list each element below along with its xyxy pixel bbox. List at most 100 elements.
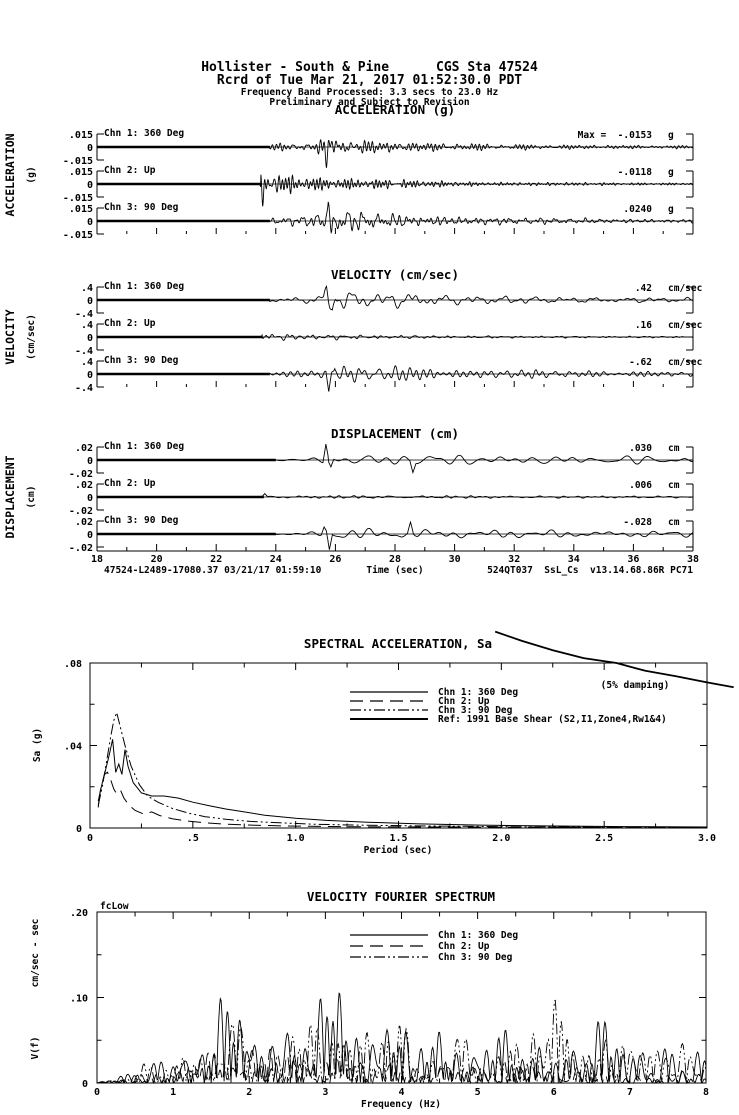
velocity-side-label: VELOCITY [3,309,17,364]
ytick-label: .4 [81,357,93,368]
waveform-trace [97,139,694,168]
ytick-label: 0 [87,296,93,307]
xtick-label: 30 [449,554,461,565]
ytick-label: -.015 [63,156,93,167]
xtick-label: 3.0 [698,833,716,844]
ytick-label: .20 [70,908,88,919]
displacement-side-label: DISPLACEMENT [3,455,17,538]
peak-value: .030 [629,443,652,454]
xtick-label: 36 [627,554,639,565]
peak-value: .006 [629,480,652,491]
xtick-label: 4 [398,1087,404,1098]
ytick-label: 0 [76,824,82,835]
ytick-label: .015 [69,204,93,215]
peak-unit: g [668,167,674,178]
ytick-label: 0 [82,1079,88,1090]
peak-unit: g [668,204,674,215]
ytick-label: .02 [75,443,93,454]
velocity-side-unit: (cm/sec) [26,314,37,360]
channel-label: Chn 2: Up [104,318,156,329]
peak-value: -.0118 [618,167,653,178]
ytick-label: .10 [70,994,88,1005]
ytick-label: 0 [87,143,93,154]
xtick-label: 18 [91,554,103,565]
xtick-label: 1 [170,1087,176,1098]
xtick-label: 32 [508,554,520,565]
ytick-label: .08 [64,659,82,670]
ytick-label: 0 [87,456,93,467]
ytick-label: .04 [64,742,82,753]
xtick-label: 6 [551,1087,557,1098]
ytick-label: .4 [81,283,93,294]
fourier-spectrum-panel: VELOCITY FOURIER SPECTRUM fcLow cm/sec -… [30,889,709,1110]
waveform-trace [97,333,693,341]
time-axis-label: Time (sec) [366,565,423,576]
ytick-label: 0 [87,180,93,191]
acceleration-panel: ACCELERATION (g) ACCELERATION (g) .015 0 -… [3,102,694,240]
xtick-label: 2 [246,1087,252,1098]
sa-legend-chn3: Chn 3: 90 Deg [438,705,513,716]
xtick-label: 0 [94,1087,100,1098]
period-axis-label: Period (sec) [364,845,433,856]
xtick-label: 5 [475,1087,481,1098]
damping-note: (5% damping) [601,680,670,691]
peak-value: .16 [635,320,652,331]
ytick-label: .02 [75,517,93,528]
peak-unit: cm/sec [668,283,702,294]
xtick-label: 2.0 [492,833,510,844]
record-timestamp: Rcrd of Tue Mar 21, 2017 01:52:30.0 PDT [216,73,523,88]
sa-legend-ref: Ref: 1991 Base Shear (S2,I1,Zone4,Rw1&4) [438,714,667,725]
sa-curve-1 [97,739,708,828]
peak-value: .42 [635,283,652,294]
fourier-title: VELOCITY FOURIER SPECTRUM [307,889,495,904]
peak-value: Max = -.0153 [578,130,653,141]
channel-label: Chn 2: Up [104,478,156,489]
record-id-footer: 47524-L2489-17080.37 03/21/17 01:59:10 [104,565,322,576]
spectral-acceleration-panel: SPECTRAL ACCELERATION, Sa (5% damping) S… [32,630,734,856]
ytick-label: 0 [87,333,93,344]
xtick-label: 38 [687,554,699,565]
ytick-label: -.015 [63,230,93,240]
station-title: Hollister - South & Pine CGS Sta 47524 [201,60,538,75]
acceleration-title: ACCELERATION (g) [335,102,455,117]
sa-legend-chn1: Chn 1: 360 Deg [438,687,518,698]
channel-label: Chn 1: 360 Deg [104,441,184,452]
peak-value: -.028 [623,517,652,528]
xtick-label: 7 [627,1087,633,1098]
waveform-trace [97,520,694,550]
fourier-curve-3 [96,999,707,1085]
xtick-label: 26 [329,554,341,565]
ytick-label: -.4 [75,383,93,394]
sa-curve-2 [97,771,708,828]
sa-title: SPECTRAL ACCELERATION, Sa [304,636,492,651]
ytick-label: -.4 [75,309,93,320]
channel-label: Chn 3: 90 Deg [104,202,179,213]
fclow-marker: fcLow [100,901,129,912]
frequency-band-note: Frequency Band Processed: 3.3 secs to 23… [240,87,499,98]
ytick-label: -.015 [63,193,93,204]
velocity-title: VELOCITY (cm/sec) [331,267,459,282]
sa-curve-3 [97,710,708,828]
ytick-label: 0 [87,370,93,381]
sa-curve-4 [494,630,734,689]
xtick-label: 20 [151,554,163,565]
ytick-label: .015 [69,130,93,141]
fourier-legend-chn3: Chn 3: 90 Deg [438,952,513,963]
ytick-label: -.4 [75,346,93,357]
fourier-curve-1 [96,992,707,1085]
fourier-curve-2 [96,1042,707,1085]
ytick-label: .02 [75,480,93,491]
xtick-label: 22 [210,554,222,565]
xtick-label: 3 [322,1087,328,1098]
peak-unit: g [668,130,674,141]
fourier-ylabel: V(f) [30,1037,41,1060]
preliminary-note: Preliminary and Subject to Revision [269,97,470,108]
acceleration-side-unit: (g) [26,166,37,183]
xtick-label: 28 [389,554,401,565]
sa-legend-chn2: Chn 2: Up [438,696,490,707]
displacement-side-unit: (cm) [26,486,37,509]
sa-ylabel: Sa (g) [32,728,43,762]
xtick-label: 2.5 [595,833,613,844]
channel-label: Chn 1: 360 Deg [104,128,184,139]
